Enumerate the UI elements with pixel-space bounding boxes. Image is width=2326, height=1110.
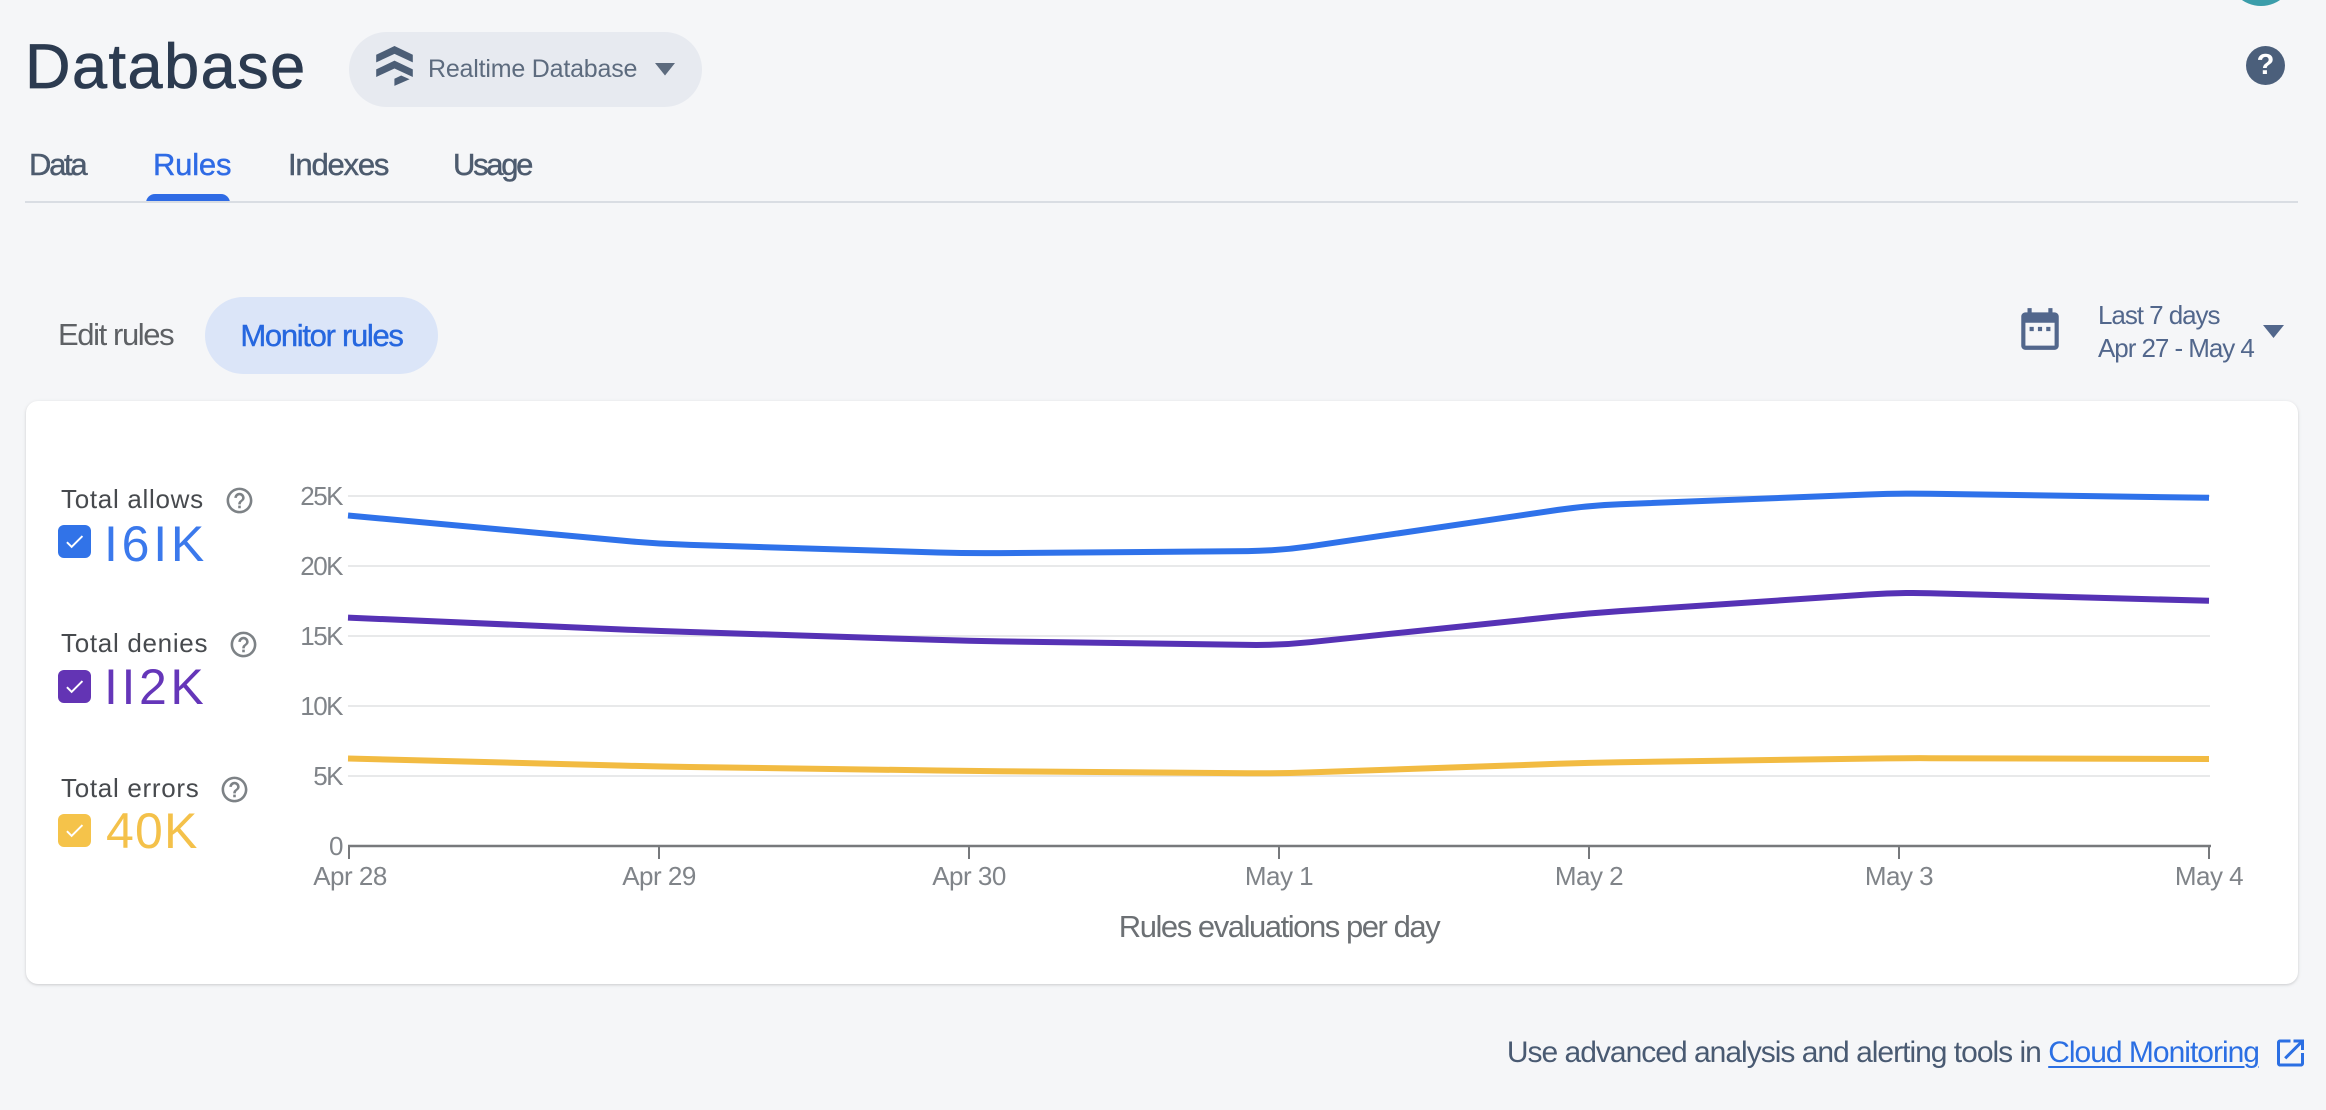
svg-text:25K: 25K — [300, 481, 344, 511]
svg-text:May 1: May 1 — [1245, 861, 1313, 891]
svg-text:Apr 30: Apr 30 — [932, 861, 1006, 891]
svg-text:10K: 10K — [300, 691, 344, 721]
svg-text:20K: 20K — [300, 551, 344, 581]
svg-text:15K: 15K — [300, 621, 344, 651]
svg-text:5K: 5K — [313, 761, 344, 791]
svg-text:Apr 29: Apr 29 — [622, 861, 696, 891]
svg-text:0: 0 — [329, 831, 343, 861]
svg-text:May 4: May 4 — [2175, 861, 2243, 891]
svg-text:May 2: May 2 — [1555, 861, 1623, 891]
svg-text:Apr 28: Apr 28 — [313, 861, 387, 891]
svg-text:May 3: May 3 — [1865, 861, 1933, 891]
